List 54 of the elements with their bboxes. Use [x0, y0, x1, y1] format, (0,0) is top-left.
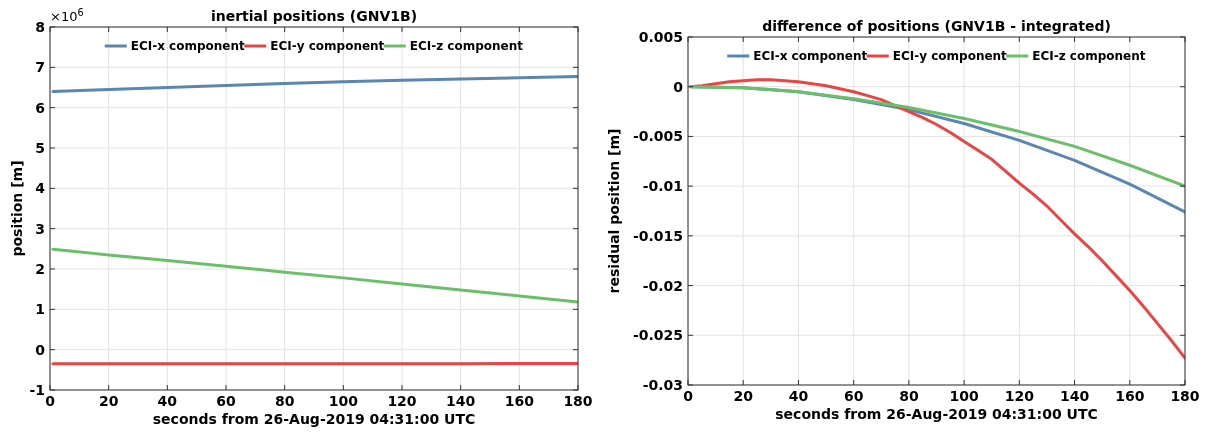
- y-tick-label: -0.03: [642, 377, 683, 393]
- x-tick-label: 160: [1115, 388, 1145, 404]
- x-tick-label: 160: [504, 393, 535, 409]
- text: ×10$^{6}$: [50, 6, 84, 24]
- y-tick-label: -0.02: [642, 277, 683, 294]
- y-tick-label: 4: [35, 180, 46, 197]
- line-series: [689, 85, 1185, 188]
- y-tick-label: 8: [35, 19, 45, 35]
- y-tick-label: 1: [35, 301, 45, 318]
- y-tick-label: -1: [29, 382, 45, 398]
- y-tick-label: 0: [35, 341, 46, 358]
- y-tick-label: 3: [35, 220, 45, 237]
- x-tick-label: 0: [45, 393, 56, 409]
- x-tick-label: 20: [733, 388, 754, 404]
- x-tick-label: 60: [216, 393, 236, 409]
- y-axis-title: residual position [m]: [606, 128, 622, 294]
- line-series: [51, 75, 578, 94]
- x-tick-label: 120: [1004, 388, 1035, 404]
- legend-label: ECI-z component: [409, 39, 524, 53]
- y-tick-label: -0.015: [632, 227, 683, 244]
- legend-label: ECI-x component: [130, 39, 246, 53]
- y-tick-label: -0.005: [632, 128, 683, 145]
- x-tick-label: 120: [387, 393, 417, 409]
- y-tick-label: 5: [35, 140, 45, 156]
- legend-label: ECI-y component: [892, 49, 1008, 63]
- x-tick-label: 80: [899, 388, 919, 404]
- x-tick-label: 180: [1170, 388, 1200, 404]
- x-axis-title: seconds from 26-Aug-2019 04:31:00 UTC: [775, 406, 1098, 422]
- x-axis-title: seconds from 26-Aug-2019 04:31:00 UTC: [152, 411, 476, 427]
- legend-label: ECI-z component: [1032, 49, 1146, 63]
- x-tick-label: 40: [788, 388, 809, 404]
- legend-label: ECI-x component: [753, 49, 868, 63]
- legend-label: ECI-y component: [270, 39, 385, 53]
- y-tick-label: 7: [35, 59, 45, 76]
- x-tick-label: 0: [683, 388, 694, 404]
- chart-title: inertial positions (GNV1B): [210, 8, 418, 24]
- y-tick-label: 0: [673, 78, 684, 95]
- x-tick-label: 140: [446, 393, 476, 409]
- x-tick-label: 80: [274, 393, 295, 409]
- y-tick-label: -0.01: [642, 178, 683, 195]
- x-tick-label: 20: [98, 393, 119, 409]
- x-tick-label: 40: [157, 393, 178, 409]
- x-tick-label: 180: [563, 393, 593, 409]
- y-axis-title: position [m]: [9, 160, 25, 257]
- x-tick-label: 60: [843, 388, 864, 404]
- y-tick-label: 6: [35, 99, 45, 116]
- chart-title: difference of positions (GNV1B - integrated): [762, 18, 1111, 34]
- y-tick-label: 0.005: [638, 29, 683, 45]
- y-tick-label: -0.025: [632, 327, 683, 344]
- x-tick-label: 100: [949, 388, 979, 404]
- x-tick-label: 140: [1059, 388, 1090, 404]
- line-series: [51, 247, 578, 304]
- x-tick-label: 100: [328, 393, 359, 409]
- y-tick-label: 2: [35, 261, 45, 277]
